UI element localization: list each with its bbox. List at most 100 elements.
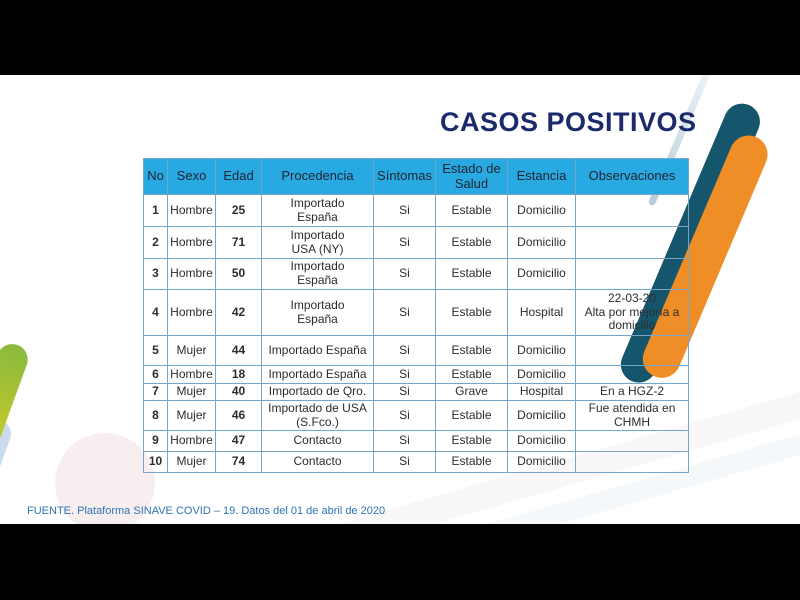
cases-table: No Sexo Edad Procedencia Síntomas Estado de S… (143, 158, 689, 473)
table-body: 1 Hombre 25 Importado España Si Estable Domici… (143, 194, 689, 473)
table-cell: Si (373, 289, 436, 336)
table-cell: Domicilio (507, 430, 576, 452)
table-cell (575, 430, 689, 452)
table-cell: Domicilio (507, 335, 576, 366)
table-row: 4 Hombre 42 Importado España Si Estable Hospit… (143, 289, 689, 336)
source-note: FUENTE. Plataforma SINAVE COVID – 19. Da… (27, 505, 386, 517)
table-cell: Importado España (261, 194, 374, 227)
table-cell: Domicilio (507, 451, 576, 473)
table-cell: 2 (143, 226, 168, 259)
table-cell: Importado España (261, 289, 374, 336)
table-cell: Si (373, 335, 436, 366)
blue-pill-shape (0, 414, 16, 524)
table-cell: Importado España (261, 258, 374, 290)
table-cell: Estable (435, 258, 508, 290)
table-cell: 25 (215, 194, 262, 227)
table-row: 2 Hombre 71 Importado USA (NY) Si Estable Domi… (143, 226, 689, 259)
table-cell: 8 (143, 400, 168, 431)
table-cell: Estable (435, 430, 508, 452)
table-cell: Hombre (167, 365, 216, 384)
table-cell: 9 (143, 430, 168, 452)
table-cell: 71 (215, 226, 262, 259)
table-cell: Mujer (167, 451, 216, 473)
green-yellow-pill-shape (0, 339, 33, 503)
table-cell: 40 (215, 383, 262, 401)
column-header: Estado de Salud (435, 158, 508, 195)
column-header: Síntomas (373, 158, 436, 195)
table-cell (575, 365, 689, 384)
table-cell: Si (373, 365, 436, 384)
table-cell: 18 (215, 365, 262, 384)
column-header: No (143, 158, 168, 195)
table-cell: 4 (143, 289, 168, 336)
table-row: 7 Mujer 40 Importado de Qro. Si Grave Hospital… (143, 383, 689, 401)
table-cell: 6 (143, 365, 168, 384)
table-cell: 44 (215, 335, 262, 366)
table-cell: Estable (435, 451, 508, 473)
table-row: 6 Hombre 18 Importado España Si Estable Domici… (143, 365, 689, 384)
table-cell: Estable (435, 226, 508, 259)
table-cell: 47 (215, 430, 262, 452)
table-cell (575, 451, 689, 473)
table-cell: Fue atendida en CHMH (575, 400, 689, 431)
table-cell: Estable (435, 289, 508, 336)
table-cell: Hospital (507, 289, 576, 336)
table-cell: Si (373, 383, 436, 401)
table-row: 10 Mujer 74 Contacto Si Estable Domicilio (143, 451, 689, 473)
column-header: Observaciones (575, 158, 689, 195)
table-cell: Si (373, 258, 436, 290)
table-row: 1 Hombre 25 Importado España Si Estable Domici… (143, 194, 689, 227)
table-cell (575, 258, 689, 290)
table-cell: Estable (435, 400, 508, 431)
table-row: 3 Hombre 50 Importado España Si Estable Domici… (143, 258, 689, 290)
table-cell: Estable (435, 194, 508, 227)
slide: CASOS POSITIVOS No Sexo Edad Procedencia Sín… (0, 75, 800, 524)
table-cell: En a HGZ-2 (575, 383, 689, 401)
letterbox-top (0, 0, 800, 75)
column-header: Sexo (167, 158, 216, 195)
table-cell: 7 (143, 383, 168, 401)
table-cell: 42 (215, 289, 262, 336)
table-cell: 10 (143, 451, 168, 473)
table-cell: Si (373, 451, 436, 473)
table-cell: Mujer (167, 383, 216, 401)
column-header: Estancia (507, 158, 576, 195)
table-cell (575, 194, 689, 227)
table-cell: Grave (435, 383, 508, 401)
table-cell: 3 (143, 258, 168, 290)
table-cell: 46 (215, 400, 262, 431)
table-cell: Hombre (167, 226, 216, 259)
table-cell: Contacto (261, 430, 374, 452)
table-cell: 22-03-20 Alta por mejoría a domicilio (575, 289, 689, 336)
table-cell: Hombre (167, 289, 216, 336)
table-row: 9 Hombre 47 Contacto Si Estable Domicilio (143, 430, 689, 452)
table-cell: Estable (435, 335, 508, 366)
table-cell: Importado de USA (S.Fco.) (261, 400, 374, 431)
letterbox-bottom (0, 524, 800, 600)
table-cell: 5 (143, 335, 168, 366)
table-cell: Importado España (261, 335, 374, 366)
table-header-row: No Sexo Edad Procedencia Síntomas Estado de S… (143, 158, 689, 195)
table-cell: 1 (143, 194, 168, 227)
table-cell: Si (373, 194, 436, 227)
table-cell: Hombre (167, 430, 216, 452)
table-cell: Si (373, 400, 436, 431)
table-cell: Domicilio (507, 400, 576, 431)
table-row: 8 Mujer 46 Importado de USA (S.Fco.) Si Estab… (143, 400, 689, 431)
table-cell: Domicilio (507, 194, 576, 227)
table-cell: Hospital (507, 383, 576, 401)
table-cell: Domicilio (507, 226, 576, 259)
column-header: Procedencia (261, 158, 374, 195)
table-cell (575, 335, 689, 366)
page-title: CASOS POSITIVOS (440, 107, 697, 137)
table-cell: Domicilio (507, 258, 576, 290)
table-cell: Importado USA (NY) (261, 226, 374, 259)
table-row: 5 Mujer 44 Importado España Si Estable Domicil… (143, 335, 689, 366)
table-cell: Si (373, 430, 436, 452)
table-cell: Hombre (167, 194, 216, 227)
column-header: Edad (215, 158, 262, 195)
table-cell: Si (373, 226, 436, 259)
table-cell: Importado de Qro. (261, 383, 374, 401)
table-cell: Domicilio (507, 365, 576, 384)
table-cell: Hombre (167, 258, 216, 290)
